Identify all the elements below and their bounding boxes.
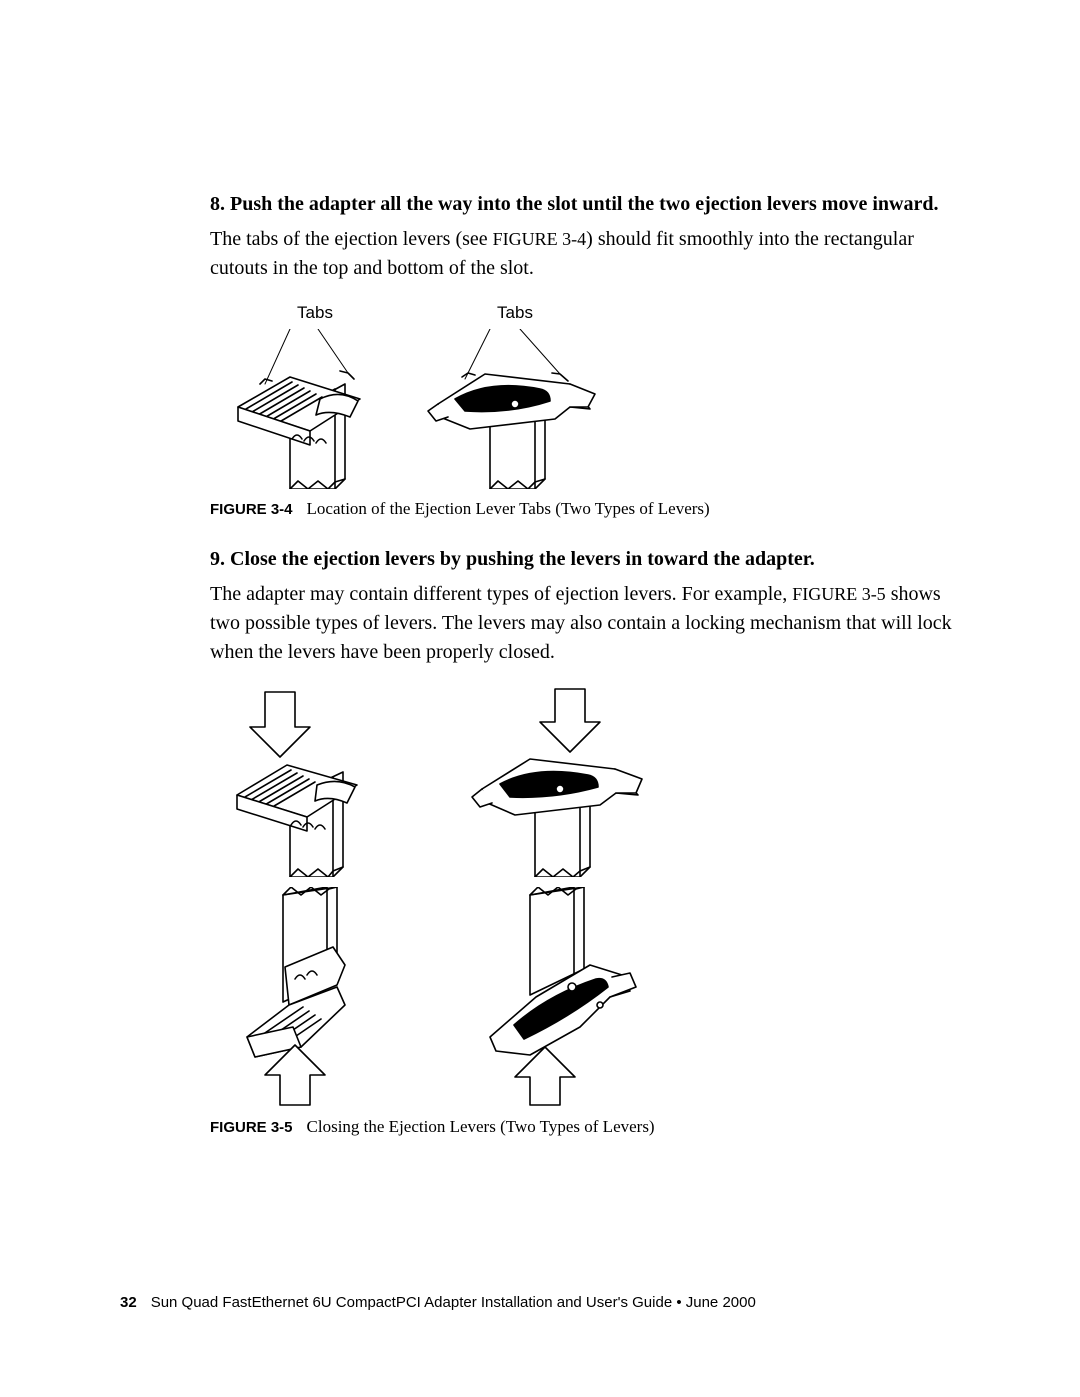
- close-lever-b-bottom-icon: [460, 887, 660, 1107]
- figure-3-4-caption-text: Location of the Ejection Lever Tabs (Two…: [307, 499, 710, 518]
- footer-doc-title: Sun Quad FastEthernet 6U CompactPCI Adap…: [151, 1294, 756, 1311]
- figure-3-4-number: FIGURE 3-4: [210, 501, 293, 518]
- tabs-label-left: Tabs: [230, 303, 400, 323]
- close-lever-a-top-icon: [225, 687, 395, 877]
- page-number: 32: [120, 1294, 137, 1311]
- step-9: 9. Close the ejection levers by pushing …: [210, 545, 960, 667]
- step-8: 8. Push the adapter all the way into the…: [210, 190, 960, 283]
- lever-type-a-icon: [230, 329, 400, 489]
- tabs-label-right: Tabs: [420, 303, 610, 323]
- step-8-body-pre: The tabs of the ejection levers (see: [210, 228, 493, 250]
- step-9-body-pre: The adapter may contain different types …: [210, 583, 792, 605]
- figure-3-5: [220, 687, 960, 1107]
- step-8-body: The tabs of the ejection levers (see FIG…: [210, 225, 960, 283]
- step-9-body: The adapter may contain different types …: [210, 580, 960, 667]
- figure-3-5-caption-text: Closing the Ejection Levers (Two Types o…: [307, 1117, 655, 1136]
- step-9-heading: 9. Close the ejection levers by pushing …: [210, 545, 960, 574]
- figure-3-5-caption: FIGURE 3-5 Closing the Ejection Levers (T…: [210, 1117, 960, 1137]
- step-9-figref: FIGURE 3-5: [792, 584, 886, 604]
- figure-3-5-number: FIGURE 3-5: [210, 1119, 293, 1136]
- figure-3-4: Tabs: [230, 303, 960, 489]
- figure-3-4-right: Tabs: [420, 303, 610, 489]
- close-lever-a-bottom-icon: [225, 887, 395, 1107]
- step-8-figref: FIGURE 3-4: [493, 229, 587, 249]
- step-8-heading: 8. Push the adapter all the way into the…: [210, 190, 960, 219]
- figure-3-4-left: Tabs: [230, 303, 400, 489]
- lever-type-b-icon: [420, 329, 610, 489]
- figure-3-4-caption: FIGURE 3-4 Location of the Ejection Lever…: [210, 499, 960, 519]
- close-lever-b-top-icon: [460, 687, 660, 877]
- page-footer: 32 Sun Quad FastEthernet 6U CompactPCI Ad…: [120, 1294, 756, 1311]
